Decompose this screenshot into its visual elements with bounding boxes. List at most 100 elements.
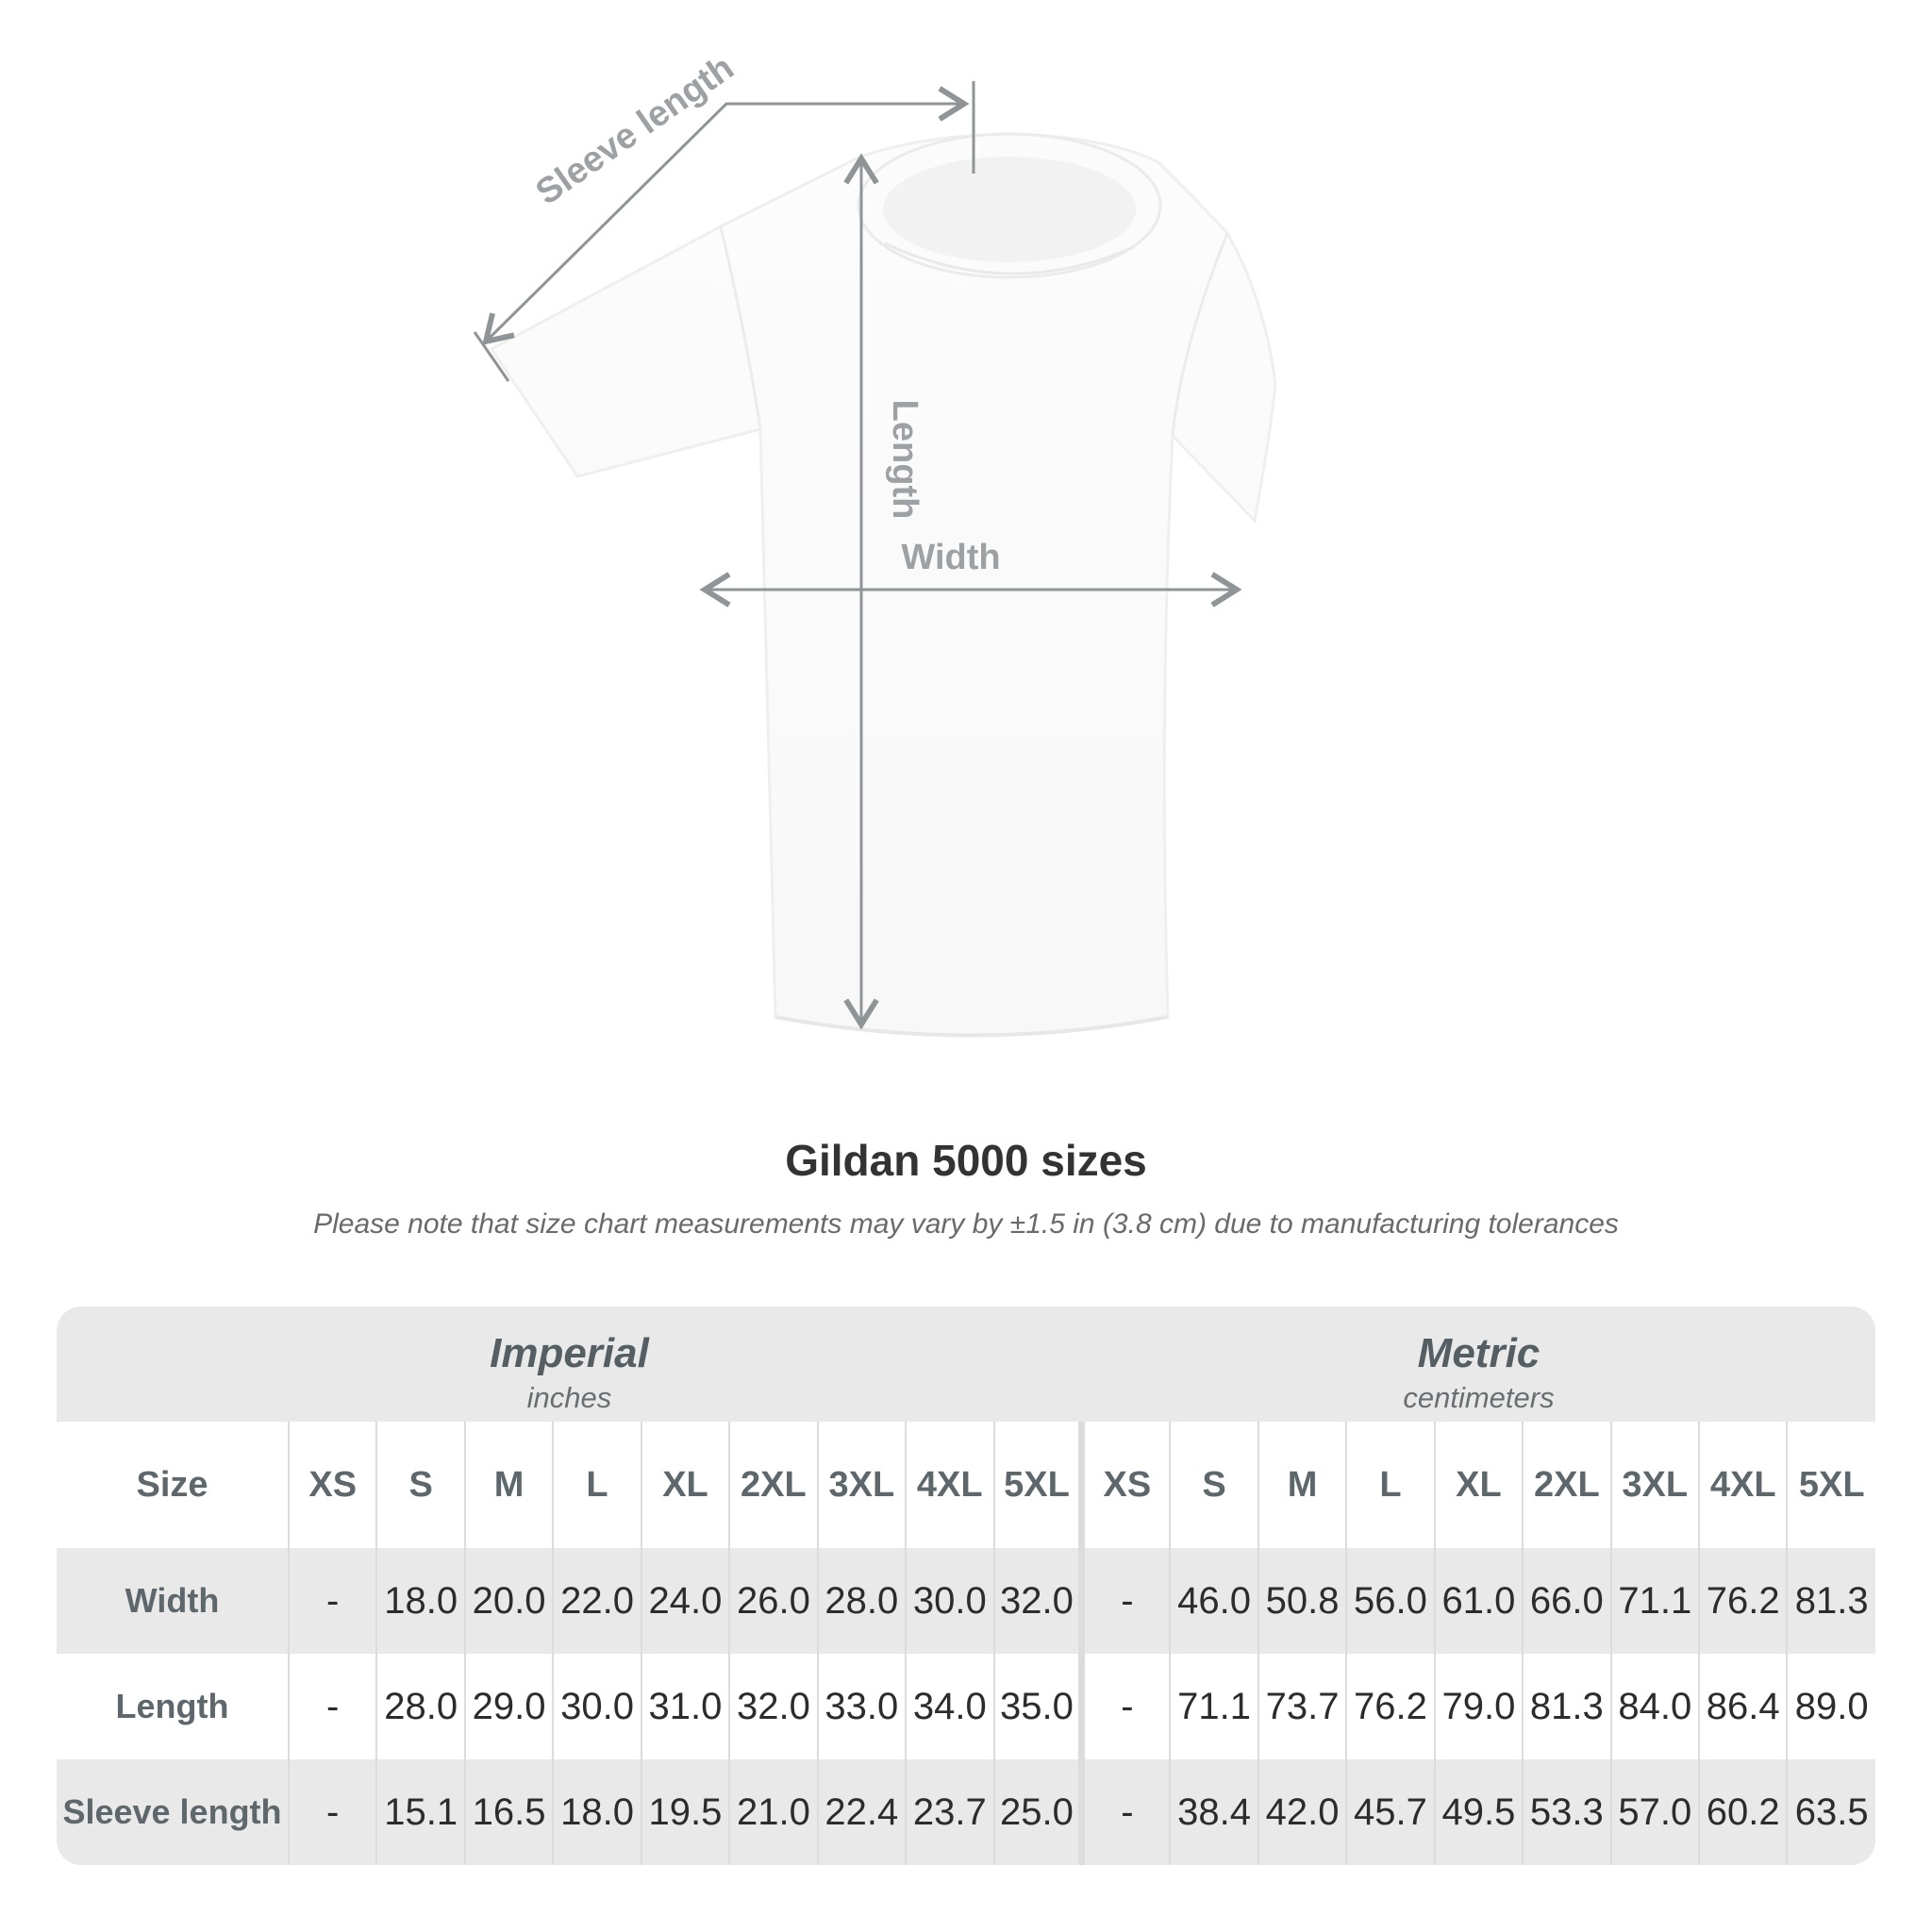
tshirt-graphic — [489, 132, 1277, 1038]
value-cell-imperial: - — [287, 1654, 377, 1759]
col-header-imperial-5xl: 5XL — [992, 1422, 1082, 1548]
value-cell-metric: 61.0 — [1433, 1548, 1524, 1654]
value-cell-imperial: 20.0 — [463, 1548, 554, 1654]
sleeve-length-arrow — [473, 81, 975, 382]
value-cell-metric: 86.4 — [1697, 1654, 1788, 1759]
value-cell-metric: 45.7 — [1345, 1759, 1435, 1865]
collar-inner — [883, 157, 1136, 262]
row-label: Length — [115, 1687, 229, 1725]
value-cell-metric: 56.0 — [1345, 1548, 1435, 1654]
value-cell-imperial: 30.0 — [905, 1548, 994, 1654]
value-cell-imperial: 18.0 — [552, 1759, 641, 1865]
metric-group-sublabel: centimeters — [1403, 1381, 1555, 1414]
col-header-metric-m: M — [1257, 1422, 1347, 1548]
value-cell-metric: 66.0 — [1522, 1548, 1611, 1654]
armhole-seam-right — [1171, 232, 1229, 437]
imperial-group-header: Imperial inches — [57, 1307, 1082, 1422]
page-subtitle: Please note that size chart measurements… — [313, 1208, 1619, 1240]
col-header-imperial-4xl: 4XL — [905, 1422, 994, 1548]
value-cell-imperial: 22.4 — [816, 1759, 907, 1865]
col-header-imperial-l: L — [552, 1422, 641, 1548]
value-cell-metric: 76.2 — [1345, 1654, 1435, 1759]
value-cell-metric: 79.0 — [1433, 1654, 1524, 1759]
value-cell-imperial: 30.0 — [552, 1654, 641, 1759]
value-cell-imperial: 33.0 — [816, 1654, 907, 1759]
size-header-row: Size XS S M L XL 2XL 3XL 4XL 5XL XS S M L XL 2XL 3XL 4XL… — [57, 1422, 1875, 1548]
value-cell-imperial: 32.0 — [728, 1654, 818, 1759]
value-cell-imperial: 31.0 — [640, 1654, 730, 1759]
value-cell-imperial: 28.0 — [816, 1548, 907, 1654]
col-header-imperial-3xl: 3XL — [816, 1422, 907, 1548]
value-cell-metric: 63.5 — [1786, 1759, 1875, 1865]
value-cell-imperial: 18.0 — [375, 1548, 465, 1654]
col-header-metric-3xl: 3XL — [1609, 1422, 1699, 1548]
value-cell-imperial: 32.0 — [992, 1548, 1082, 1654]
value-cell-metric: 46.0 — [1169, 1548, 1258, 1654]
metric-group-header: Metric centimeters — [1082, 1307, 1875, 1422]
col-header-imperial-2xl: 2XL — [728, 1422, 818, 1548]
value-cell-metric: - — [1078, 1759, 1171, 1865]
value-cell-metric: 71.1 — [1169, 1654, 1258, 1759]
size-table-container: Imperial inches Metric centimeters Size … — [57, 1307, 1875, 1865]
value-cell-imperial: 22.0 — [552, 1548, 641, 1654]
value-cell-metric: - — [1078, 1654, 1171, 1759]
value-cell-metric: 71.1 — [1609, 1548, 1699, 1654]
unit-group-row: Imperial inches Metric centimeters — [57, 1307, 1875, 1422]
metric-group-label: Metric — [1417, 1329, 1541, 1376]
col-header-imperial-xl: XL — [640, 1422, 730, 1548]
imperial-group-label: Imperial — [490, 1329, 649, 1376]
value-cell-metric: 81.3 — [1786, 1548, 1875, 1654]
value-cell-imperial: 19.5 — [640, 1759, 730, 1865]
value-cell-metric: - — [1078, 1548, 1171, 1654]
size-table: Imperial inches Metric centimeters Size … — [57, 1307, 1875, 1865]
col-header-metric-s: S — [1169, 1422, 1258, 1548]
col-header-metric-xl: XL — [1433, 1422, 1524, 1548]
value-cell-imperial: - — [287, 1759, 377, 1865]
value-cell-imperial: 26.0 — [728, 1548, 818, 1654]
value-cell-imperial: 34.0 — [905, 1654, 994, 1759]
value-cell-metric: 73.7 — [1257, 1654, 1347, 1759]
value-cell-imperial: 16.5 — [463, 1759, 554, 1865]
value-cell-imperial: 23.7 — [905, 1759, 994, 1865]
value-cell-imperial: 25.0 — [992, 1759, 1082, 1865]
value-cell-metric: 42.0 — [1257, 1759, 1347, 1865]
value-cell-metric: 49.5 — [1433, 1759, 1524, 1865]
value-cell-imperial: 21.0 — [728, 1759, 818, 1865]
value-cell-metric: 84.0 — [1609, 1654, 1699, 1759]
value-cell-metric: 60.2 — [1697, 1759, 1788, 1865]
value-cell-imperial: 35.0 — [992, 1654, 1082, 1759]
width-label: Width — [901, 538, 1000, 577]
col-header-metric-xs: XS — [1078, 1422, 1171, 1548]
col-header-imperial-xs: XS — [287, 1422, 377, 1548]
value-cell-metric: 38.4 — [1169, 1759, 1258, 1865]
value-cell-imperial: - — [287, 1548, 377, 1654]
row-label: Sleeve length — [62, 1792, 282, 1831]
table-row-length: Length -28.0 29.0 30.0 31.0 32.0 33.0 34.0 35.0-… — [57, 1654, 1875, 1759]
table-row-sleeve-length: Sleeve length -15.1 16.5 18.0 19.5 21.0 22.4 23… — [57, 1759, 1875, 1865]
col-header-imperial-m: M — [463, 1422, 554, 1548]
row-label: Width — [125, 1581, 220, 1620]
imperial-group-sublabel: inches — [526, 1381, 612, 1414]
value-cell-imperial: 15.1 — [375, 1759, 465, 1865]
value-cell-imperial: 24.0 — [640, 1548, 730, 1654]
page-title: Gildan 5000 sizes — [785, 1136, 1147, 1185]
value-cell-metric: 76.2 — [1697, 1548, 1788, 1654]
length-label: Length — [885, 400, 924, 520]
value-cell-imperial: 29.0 — [463, 1654, 554, 1759]
table-row-width: Width -18.0 20.0 22.0 24.0 26.0 28.0 30.0 32.0-4… — [57, 1548, 1875, 1654]
sleeve-length-label: Sleeve length — [529, 48, 741, 213]
col-header-metric-5xl: 5XL — [1786, 1422, 1875, 1548]
hem-shadow — [774, 1015, 1169, 1038]
tshirt-measurement-diagram: Sleeve length Length Width — [473, 48, 1277, 1038]
col-header-metric-2xl: 2XL — [1522, 1422, 1611, 1548]
value-cell-metric: 50.8 — [1257, 1548, 1347, 1654]
value-cell-metric: 53.3 — [1522, 1759, 1611, 1865]
col-header-metric-4xl: 4XL — [1697, 1422, 1788, 1548]
value-cell-metric: 81.3 — [1522, 1654, 1611, 1759]
col-header-imperial-s: S — [375, 1422, 465, 1548]
value-cell-imperial: 28.0 — [375, 1654, 465, 1759]
value-cell-metric: 89.0 — [1786, 1654, 1875, 1759]
value-cell-metric: 57.0 — [1609, 1759, 1699, 1865]
col-header-metric-l: L — [1345, 1422, 1435, 1548]
